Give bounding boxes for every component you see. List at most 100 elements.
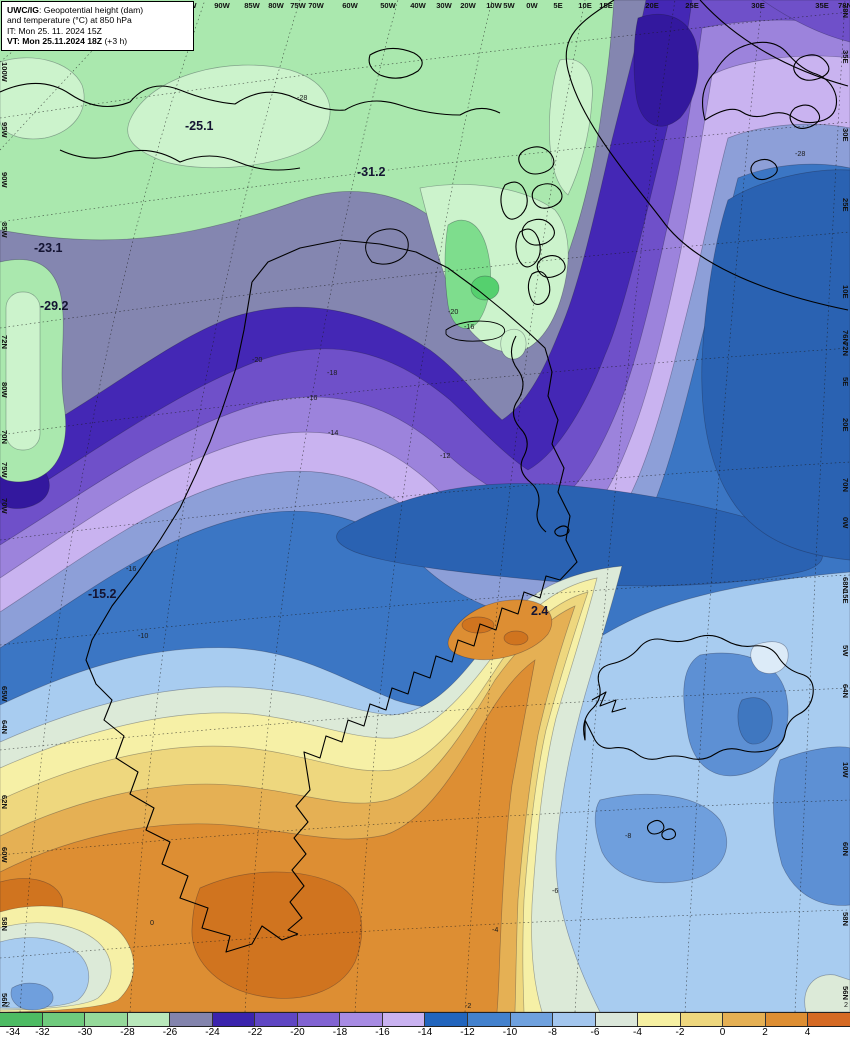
title-line-1: UWC/IG: Geopotential height (dam) (7, 5, 144, 15)
coord-label: 5W (841, 645, 850, 657)
contour-value-label: -18 (327, 368, 337, 377)
greenland-west-coast (85, 281, 299, 953)
colorbar-tick-label: -2 (675, 1027, 685, 1038)
contour-value-label: 0 (150, 918, 154, 927)
iceland-fjords (591, 691, 627, 713)
coord-label: 100W (0, 62, 9, 82)
coord-label: 30E (751, 1, 765, 10)
coord-label: 56N (0, 993, 9, 1007)
coord-label: 20E (841, 418, 850, 432)
colorbar-cell (85, 1013, 128, 1026)
coord-label: 25E (685, 1, 699, 10)
coord-label: 72N (0, 335, 9, 349)
colorbar-tick-label: -10 (502, 1027, 518, 1038)
contour-value-label: -4 (492, 925, 498, 934)
coord-label: 70N (0, 430, 9, 444)
arctic-coast (0, 82, 501, 116)
colorbar-tick-label: -28 (120, 1027, 135, 1038)
contour-value-label: -28 (795, 149, 805, 158)
coord-label: 15E (599, 1, 613, 10)
contour-value-label: -16 (464, 322, 474, 331)
coord-label: 75W (290, 1, 306, 10)
coord-label: 65W (0, 686, 9, 702)
coord-label: 78N (838, 1, 850, 10)
coord-label: 30E (841, 128, 850, 142)
colorbar-tick-label: -34 (5, 1027, 21, 1038)
island (521, 218, 555, 246)
island (536, 255, 566, 278)
coord-label: 5W (503, 1, 515, 10)
temperature-field (0, 0, 850, 1012)
colorbar-tick-label: -20 (290, 1027, 305, 1038)
coord-label: 70W (308, 1, 324, 10)
contour-value-label: 2 (844, 1000, 848, 1009)
temperature-colorbar (0, 1012, 850, 1027)
colorbar-cell (765, 1013, 809, 1026)
coord-label: 60N (841, 842, 850, 856)
coord-label: 5E (841, 377, 850, 387)
colorbar-cell (255, 1013, 298, 1026)
jan-mayen (554, 525, 570, 537)
coord-label: 25E (841, 198, 850, 212)
colorbar-cell (297, 1013, 341, 1026)
colorbar-tick-label: -14 (417, 1027, 433, 1038)
arctic-coast-2 (59, 149, 301, 171)
coord-label: 10E (841, 285, 850, 299)
title-box: UWC/IG: Geopotential height (dam) and te… (1, 1, 194, 51)
island-chain (500, 181, 528, 220)
temperature-extreme-label: -29.2 (40, 299, 69, 313)
island (793, 54, 830, 81)
island-chain (527, 271, 551, 305)
temperature-extreme-label: -15.2 (88, 587, 117, 601)
svalbard-coast (702, 41, 838, 124)
norway-coast (510, 335, 547, 533)
coord-label: 95W (0, 122, 9, 138)
colorbar-tick-label: -32 (35, 1027, 50, 1038)
coord-label: 85W (244, 1, 260, 10)
island (789, 104, 821, 129)
coord-label: 60W (342, 1, 358, 10)
colorbar-cell (425, 1013, 469, 1026)
colorbar-cell (127, 1013, 171, 1026)
coord-label: 20E (645, 1, 659, 10)
coord-label: 35E (841, 50, 850, 64)
colorbar-cell (723, 1013, 766, 1026)
island (518, 146, 555, 175)
colorbar-cell (0, 1013, 43, 1026)
coord-label: 0W (526, 1, 538, 10)
colorbar-tick-label: -12 (460, 1027, 475, 1038)
colorbar-tick-label: -30 (77, 1027, 93, 1038)
height-contours (365, 0, 849, 342)
contour-value-label: -8 (625, 831, 631, 840)
coord-label: 15E (841, 590, 850, 604)
colorbar-cell (553, 1013, 596, 1026)
colorbar-tick-label: -24 (205, 1027, 220, 1038)
title-line-2: and temperature (°C) at 850 hPa (7, 15, 132, 26)
coord-label: 90W (214, 1, 230, 10)
colorbar-cell (170, 1013, 213, 1026)
coastlines (0, 41, 838, 953)
contour-labels: -28-28-20-16-20-18-16-14-12-16-10-8-6-4-… (6, 93, 848, 1010)
map-canvas: -25.1-31.2-23.1-29.2-15.22.4 -28-28-20-1… (0, 0, 850, 1012)
colorbar-cell (212, 1013, 256, 1026)
coord-label: 60W (0, 847, 9, 863)
colorbar-cell (340, 1013, 383, 1026)
colorbar-tick-label: -26 (162, 1027, 178, 1038)
coord-label: 70W (0, 498, 9, 514)
colorbar-cell (680, 1013, 724, 1026)
island-chain (515, 228, 541, 268)
coord-label: 40W (410, 1, 426, 10)
island (531, 183, 563, 209)
colorbar-cell (808, 1013, 850, 1026)
coord-label: 30W (436, 1, 452, 10)
colorbar-cell (382, 1013, 426, 1026)
colorbar-tick-label: -8 (548, 1027, 557, 1038)
island (368, 47, 423, 79)
temperature-extreme-label: -25.1 (185, 119, 214, 133)
colorbar-tick-label: -22 (247, 1027, 263, 1038)
colorbar-cell (595, 1013, 639, 1026)
extreme-labels: -25.1 -31.2 -23.1 -29.2 -15.2 2.4 (34, 119, 548, 618)
contour-value-label: -16 (307, 393, 317, 402)
coord-label: 70N (841, 478, 850, 492)
